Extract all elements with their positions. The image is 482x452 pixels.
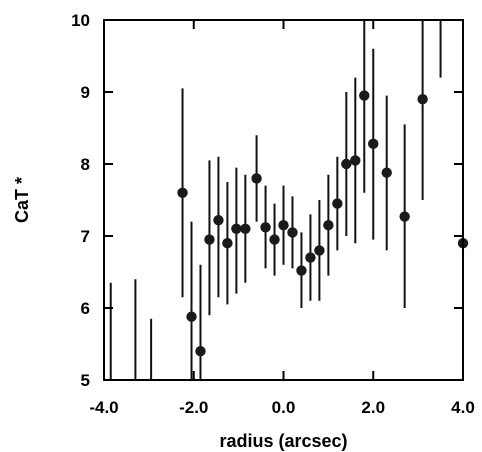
x-tick-label: 2.0 [361, 398, 385, 417]
data-point [417, 94, 428, 105]
data-point [240, 223, 251, 234]
data-point [332, 198, 343, 209]
data-point [287, 227, 298, 238]
data-point [213, 214, 224, 226]
data-point [359, 90, 370, 101]
data-point [323, 220, 334, 231]
data-point [204, 234, 215, 245]
data-point [186, 311, 197, 322]
data-point [314, 245, 325, 256]
y-tick-label: 6 [81, 299, 90, 318]
data-point [177, 187, 188, 198]
data-point [399, 211, 410, 222]
data-point [296, 265, 307, 276]
x-tick-label: -2.0 [179, 398, 208, 417]
y-tick-label: 5 [81, 371, 90, 390]
y-tick-label: 8 [81, 155, 90, 174]
data-point [305, 252, 316, 263]
data-point [260, 222, 271, 233]
y-tick-label: 10 [71, 11, 90, 30]
data-point [195, 346, 206, 357]
data-point [368, 138, 379, 150]
x-ticks: -4.0 -2.0 0.0 2.0 4.0 [89, 20, 475, 417]
data-point [222, 238, 233, 249]
data-point [341, 158, 352, 170]
y-tick-label: 9 [81, 83, 90, 102]
data-point [251, 173, 262, 184]
x-tick-label: 0.0 [272, 398, 296, 417]
x-tick-label: 4.0 [451, 398, 475, 417]
y-tick-label: 7 [81, 227, 90, 246]
data-points [177, 90, 469, 357]
y-ticks: 5 6 7 8 9 10 [71, 11, 463, 390]
y-axis-label: CaT * [12, 177, 32, 223]
data-point [269, 234, 280, 245]
data-point [231, 223, 242, 234]
data-point [350, 155, 361, 166]
x-axis-label: radius (arcsec) [219, 431, 347, 451]
x-tick-label: -4.0 [89, 398, 118, 417]
data-point [278, 220, 289, 231]
error-bars [109, 20, 464, 380]
data-point [381, 167, 392, 178]
